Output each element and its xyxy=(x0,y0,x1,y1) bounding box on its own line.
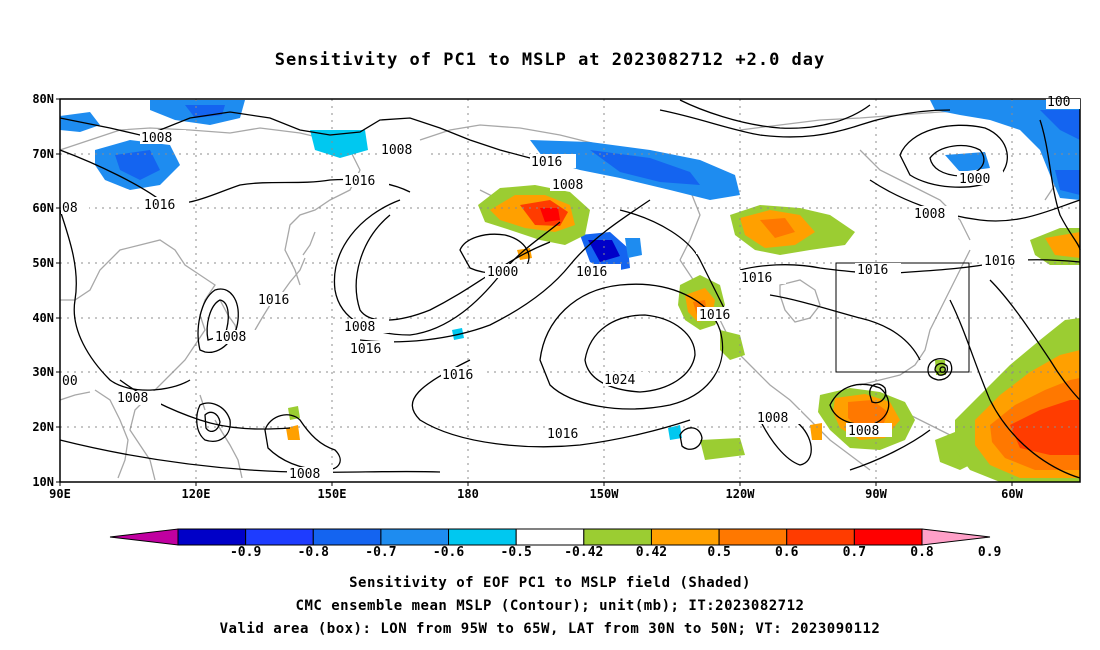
colorbar-segment xyxy=(786,528,855,546)
lon-label: 60W xyxy=(1001,487,1023,501)
contour-label: 1008 xyxy=(914,207,945,222)
colorbar-segment xyxy=(312,528,382,546)
contour-label: 1016 xyxy=(699,308,730,323)
colorbar-segment xyxy=(380,528,450,546)
contour-label: 1016 xyxy=(547,427,578,442)
contour-label: 1016 xyxy=(350,342,381,357)
lon-label: 150W xyxy=(589,487,619,501)
colorbar-segment xyxy=(718,528,788,546)
colorbar-label: -0.5 xyxy=(500,545,532,560)
lat-label: 30N xyxy=(32,365,54,379)
axis-ticks xyxy=(56,98,1013,486)
contour-label: 100 xyxy=(1047,95,1070,110)
contour-label: 1008 xyxy=(848,424,879,439)
mslp-contours xyxy=(59,99,1081,479)
contour-label: 1016 xyxy=(576,265,607,280)
lat-label: 20N xyxy=(32,420,54,434)
colorbar-label: 0.6 xyxy=(774,545,799,560)
caption-line-3: Valid area (box): LON from 95W to 65W, L… xyxy=(219,621,881,637)
contour-label: 1008 xyxy=(552,178,583,193)
lat-label: 80N xyxy=(32,92,54,106)
contour-label: 08 xyxy=(62,201,78,216)
contour-label: 1016 xyxy=(344,174,375,189)
contour-label: 1008 xyxy=(757,411,788,426)
contour-label: 1008 xyxy=(381,143,412,158)
contour-label: 1008 xyxy=(215,330,246,345)
colorbar-label: -0.8 xyxy=(297,545,329,560)
contour-label: 1000 xyxy=(487,265,518,280)
colorbar-segment xyxy=(583,528,652,546)
contour-label: 1016 xyxy=(984,254,1015,269)
lat-label: 10N xyxy=(32,475,54,489)
lon-label: 180 xyxy=(457,487,479,501)
lon-label: 90W xyxy=(865,487,887,501)
contour-label: 1016 xyxy=(144,198,175,213)
colorbar-segment xyxy=(177,528,247,546)
colorbar-label: -0.9 xyxy=(229,545,262,560)
contour-label: 1016 xyxy=(741,271,772,286)
colorbar-min-arrow xyxy=(109,528,179,546)
valid-area-box xyxy=(835,262,970,373)
colorbar-segment xyxy=(853,528,923,546)
colorbar-segment xyxy=(650,528,720,546)
contour-labels: 1008 1008 1016 1016 1016 1008 1000 1016 … xyxy=(62,95,1071,482)
contour-label: 1016 xyxy=(531,155,562,170)
contour-label: 1024 xyxy=(604,373,635,388)
contour-label: 00 xyxy=(62,374,78,389)
lon-label: 90E xyxy=(49,487,71,501)
colorbar-label: 0.42 xyxy=(635,545,668,560)
contour-label: 1000 xyxy=(959,172,990,187)
caption-line-2: CMC ensemble mean MSLP (Contour); unit(m… xyxy=(295,598,805,614)
contour-label: 1008 xyxy=(141,131,172,146)
contour-label: 1008 xyxy=(289,467,320,482)
colorbar xyxy=(109,528,991,546)
colorbar-segment xyxy=(448,528,517,546)
lon-label: 120E xyxy=(181,487,211,501)
contour-label: 1016 xyxy=(857,263,888,278)
colorbar-segment xyxy=(515,528,585,546)
colorbar-segment xyxy=(245,528,314,546)
lat-label: 60N xyxy=(32,201,54,215)
map-frame xyxy=(59,98,1081,483)
colorbar-label: 0.9 xyxy=(977,545,1002,560)
contour-label: 1016 xyxy=(258,293,289,308)
lat-label: 50N xyxy=(32,256,54,270)
colorbar-label: -0.42 xyxy=(564,545,604,560)
caption-line-1: Sensitivity of EOF PC1 to MSLP field (Sh… xyxy=(349,575,751,591)
colorbar-max-arrow xyxy=(921,528,991,546)
lon-label: 120W xyxy=(725,487,755,501)
colorbar-label: 0.5 xyxy=(707,545,731,560)
colorbar-label: 0.7 xyxy=(842,545,867,560)
contour-label: 1008 xyxy=(344,320,375,335)
colorbar-label: -0.6 xyxy=(432,545,465,560)
contour-label: 1008 xyxy=(117,391,148,406)
colorbar-label: 0.8 xyxy=(910,545,934,560)
contour-label: 1016 xyxy=(442,368,473,383)
colorbar-label: -0.7 xyxy=(365,545,397,560)
lat-label: 40N xyxy=(32,311,54,325)
lat-label: 70N xyxy=(32,147,54,161)
map-title: Sensitivity of PC1 to MSLP at 2023082712… xyxy=(274,50,826,70)
lon-label: 150E xyxy=(317,487,347,501)
